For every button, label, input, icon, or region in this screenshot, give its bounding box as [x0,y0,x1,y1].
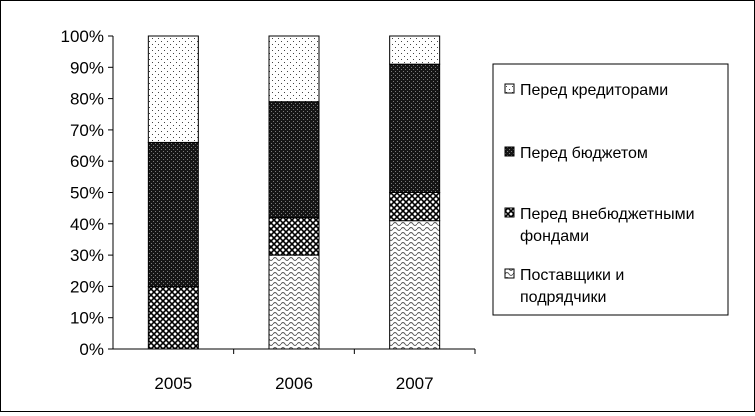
bar-segment [268,217,320,256]
bar-segment [389,192,441,222]
legend-swatch [504,268,515,279]
x-tick-label: 2007 [396,374,434,393]
legend-swatch [504,207,515,218]
legend-label: Перед бюджетом [520,145,648,162]
y-tick-label: 30% [70,246,104,265]
y-tick-label: 80% [70,90,104,109]
y-tick-label: 60% [70,152,104,171]
bar-segment [147,285,199,350]
bar-segment [147,141,199,287]
y-tick-label: 100% [61,27,104,46]
x-tick-label: 2005 [154,374,192,393]
bar-segment [268,254,320,350]
legend-box [492,63,729,316]
axes: 0% 10% 20% 30% 40% 50% 60% 70% 80% 90% 100% 2005 200… [61,27,476,393]
legend: Перед кредиторами Перед бюджетом Перед вне… [492,63,729,316]
bar-segment [268,35,320,103]
bars [147,35,441,350]
legend-label: Поставщики и [520,267,624,284]
bar-segment [147,35,199,143]
legend-swatch [504,83,515,94]
y-tick-label: 50% [70,184,104,203]
bar-segment [389,220,441,350]
y-tick-label: 40% [70,215,104,234]
legend-label: фондами [520,228,589,245]
legend-label: подрядчики [520,289,606,306]
legend-label: Перед внебюджетными [520,206,695,223]
y-tick-label: 90% [70,58,104,77]
bar-segment [389,35,441,65]
y-tick-label: 70% [70,121,104,140]
x-tick-label: 2006 [275,374,313,393]
bar-segment [268,101,320,219]
legend-swatch [504,146,515,157]
y-tick-label: 10% [70,309,104,328]
bar-segment [389,63,441,193]
y-tick-label: 20% [70,277,104,296]
legend-label: Перед кредиторами [520,82,668,99]
y-tick-label: 0% [79,340,104,359]
